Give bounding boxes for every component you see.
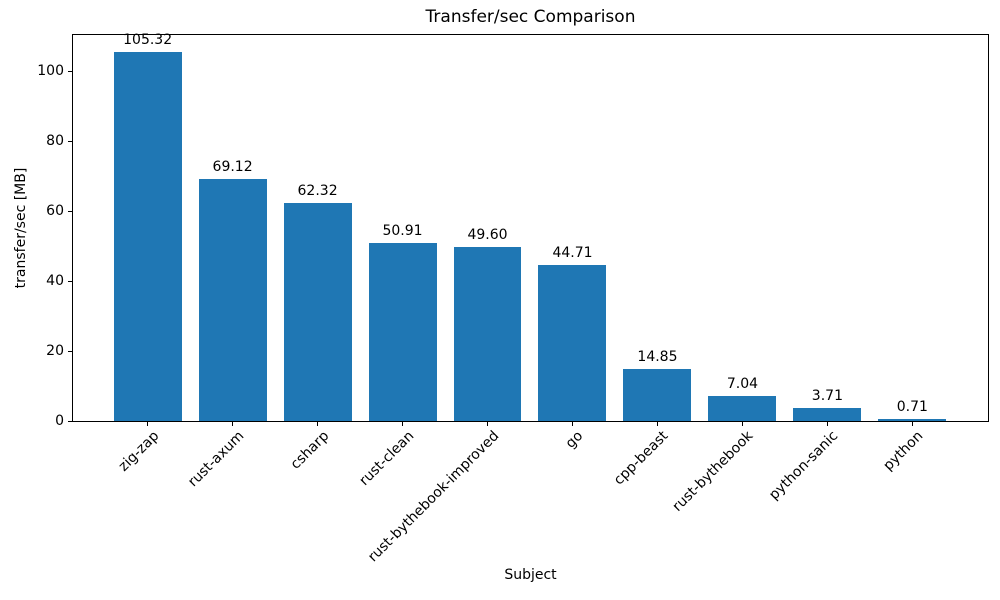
y-tick-mark	[68, 420, 72, 422]
x-tick-label-python: python	[880, 428, 927, 474]
bar-rust-bythebook-improved	[453, 247, 522, 421]
y-tick-label: 0	[55, 413, 64, 429]
x-tick-mark	[656, 422, 658, 426]
bar-zig-zap	[113, 52, 182, 421]
x-tick-mark	[232, 422, 234, 426]
bar-value-label: 0.71	[896, 398, 928, 415]
y-tick-label: 80	[46, 133, 64, 150]
bar-value-label: 44.71	[552, 244, 593, 261]
y-tick-mark	[68, 350, 72, 352]
chart-title: Transfer/sec Comparison	[425, 7, 636, 27]
x-tick-mark	[147, 422, 149, 426]
x-tick-label-rust-bythebook: rust-bythebook	[669, 428, 757, 515]
x-tick-label-rust-axum: rust-axum	[184, 428, 247, 491]
bar-value-label: 49.60	[467, 227, 508, 244]
bar-value-label: 3.71	[811, 388, 843, 405]
bar-value-label: 14.85	[637, 349, 678, 366]
x-tick-mark	[911, 422, 913, 426]
bar-rust-clean	[368, 242, 437, 421]
y-tick-label: 40	[46, 273, 64, 290]
bar-python-sanic	[793, 408, 862, 421]
x-tick-label-python-sanic: python-sanic	[766, 428, 842, 504]
bar-value-label: 50.91	[382, 222, 423, 239]
y-tick-mark	[68, 70, 72, 72]
x-tick-label-zig-zap: zig-zap	[115, 428, 162, 475]
bar-value-label: 62.32	[297, 182, 338, 199]
x-tick-mark	[317, 422, 319, 426]
y-tick-label: 20	[46, 343, 64, 360]
bar-csharp	[283, 202, 352, 421]
y-tick-label: 100	[37, 63, 64, 80]
bar-rust-axum	[198, 179, 267, 421]
y-tick-mark	[68, 140, 72, 142]
y-tick-mark	[68, 280, 72, 282]
x-tick-label-csharp: csharp	[287, 428, 332, 473]
x-axis-label: Subject	[504, 567, 557, 583]
bar-value-label: 7.04	[726, 376, 759, 393]
y-axis-label: transfer/sec [MB]	[13, 167, 29, 289]
bar-cpp-beast	[623, 369, 692, 421]
x-tick-mark	[402, 422, 404, 426]
y-tick-mark	[68, 210, 72, 212]
x-tick-label-cpp-beast: cpp-beast	[611, 428, 672, 489]
x-tick-label-go: go	[563, 428, 587, 452]
bar-value-label: 105.32	[123, 32, 173, 49]
x-tick-label-rust-clean: rust-clean	[355, 428, 417, 489]
bar-rust-bythebook	[708, 396, 777, 421]
x-tick-mark	[571, 422, 573, 426]
y-tick-label: 60	[46, 203, 64, 220]
bar-go	[538, 264, 607, 421]
x-tick-mark	[826, 422, 828, 426]
bar-value-label: 69.12	[212, 159, 253, 176]
bar-python	[878, 418, 947, 421]
x-tick-mark	[741, 422, 743, 426]
x-tick-mark	[487, 422, 488, 426]
